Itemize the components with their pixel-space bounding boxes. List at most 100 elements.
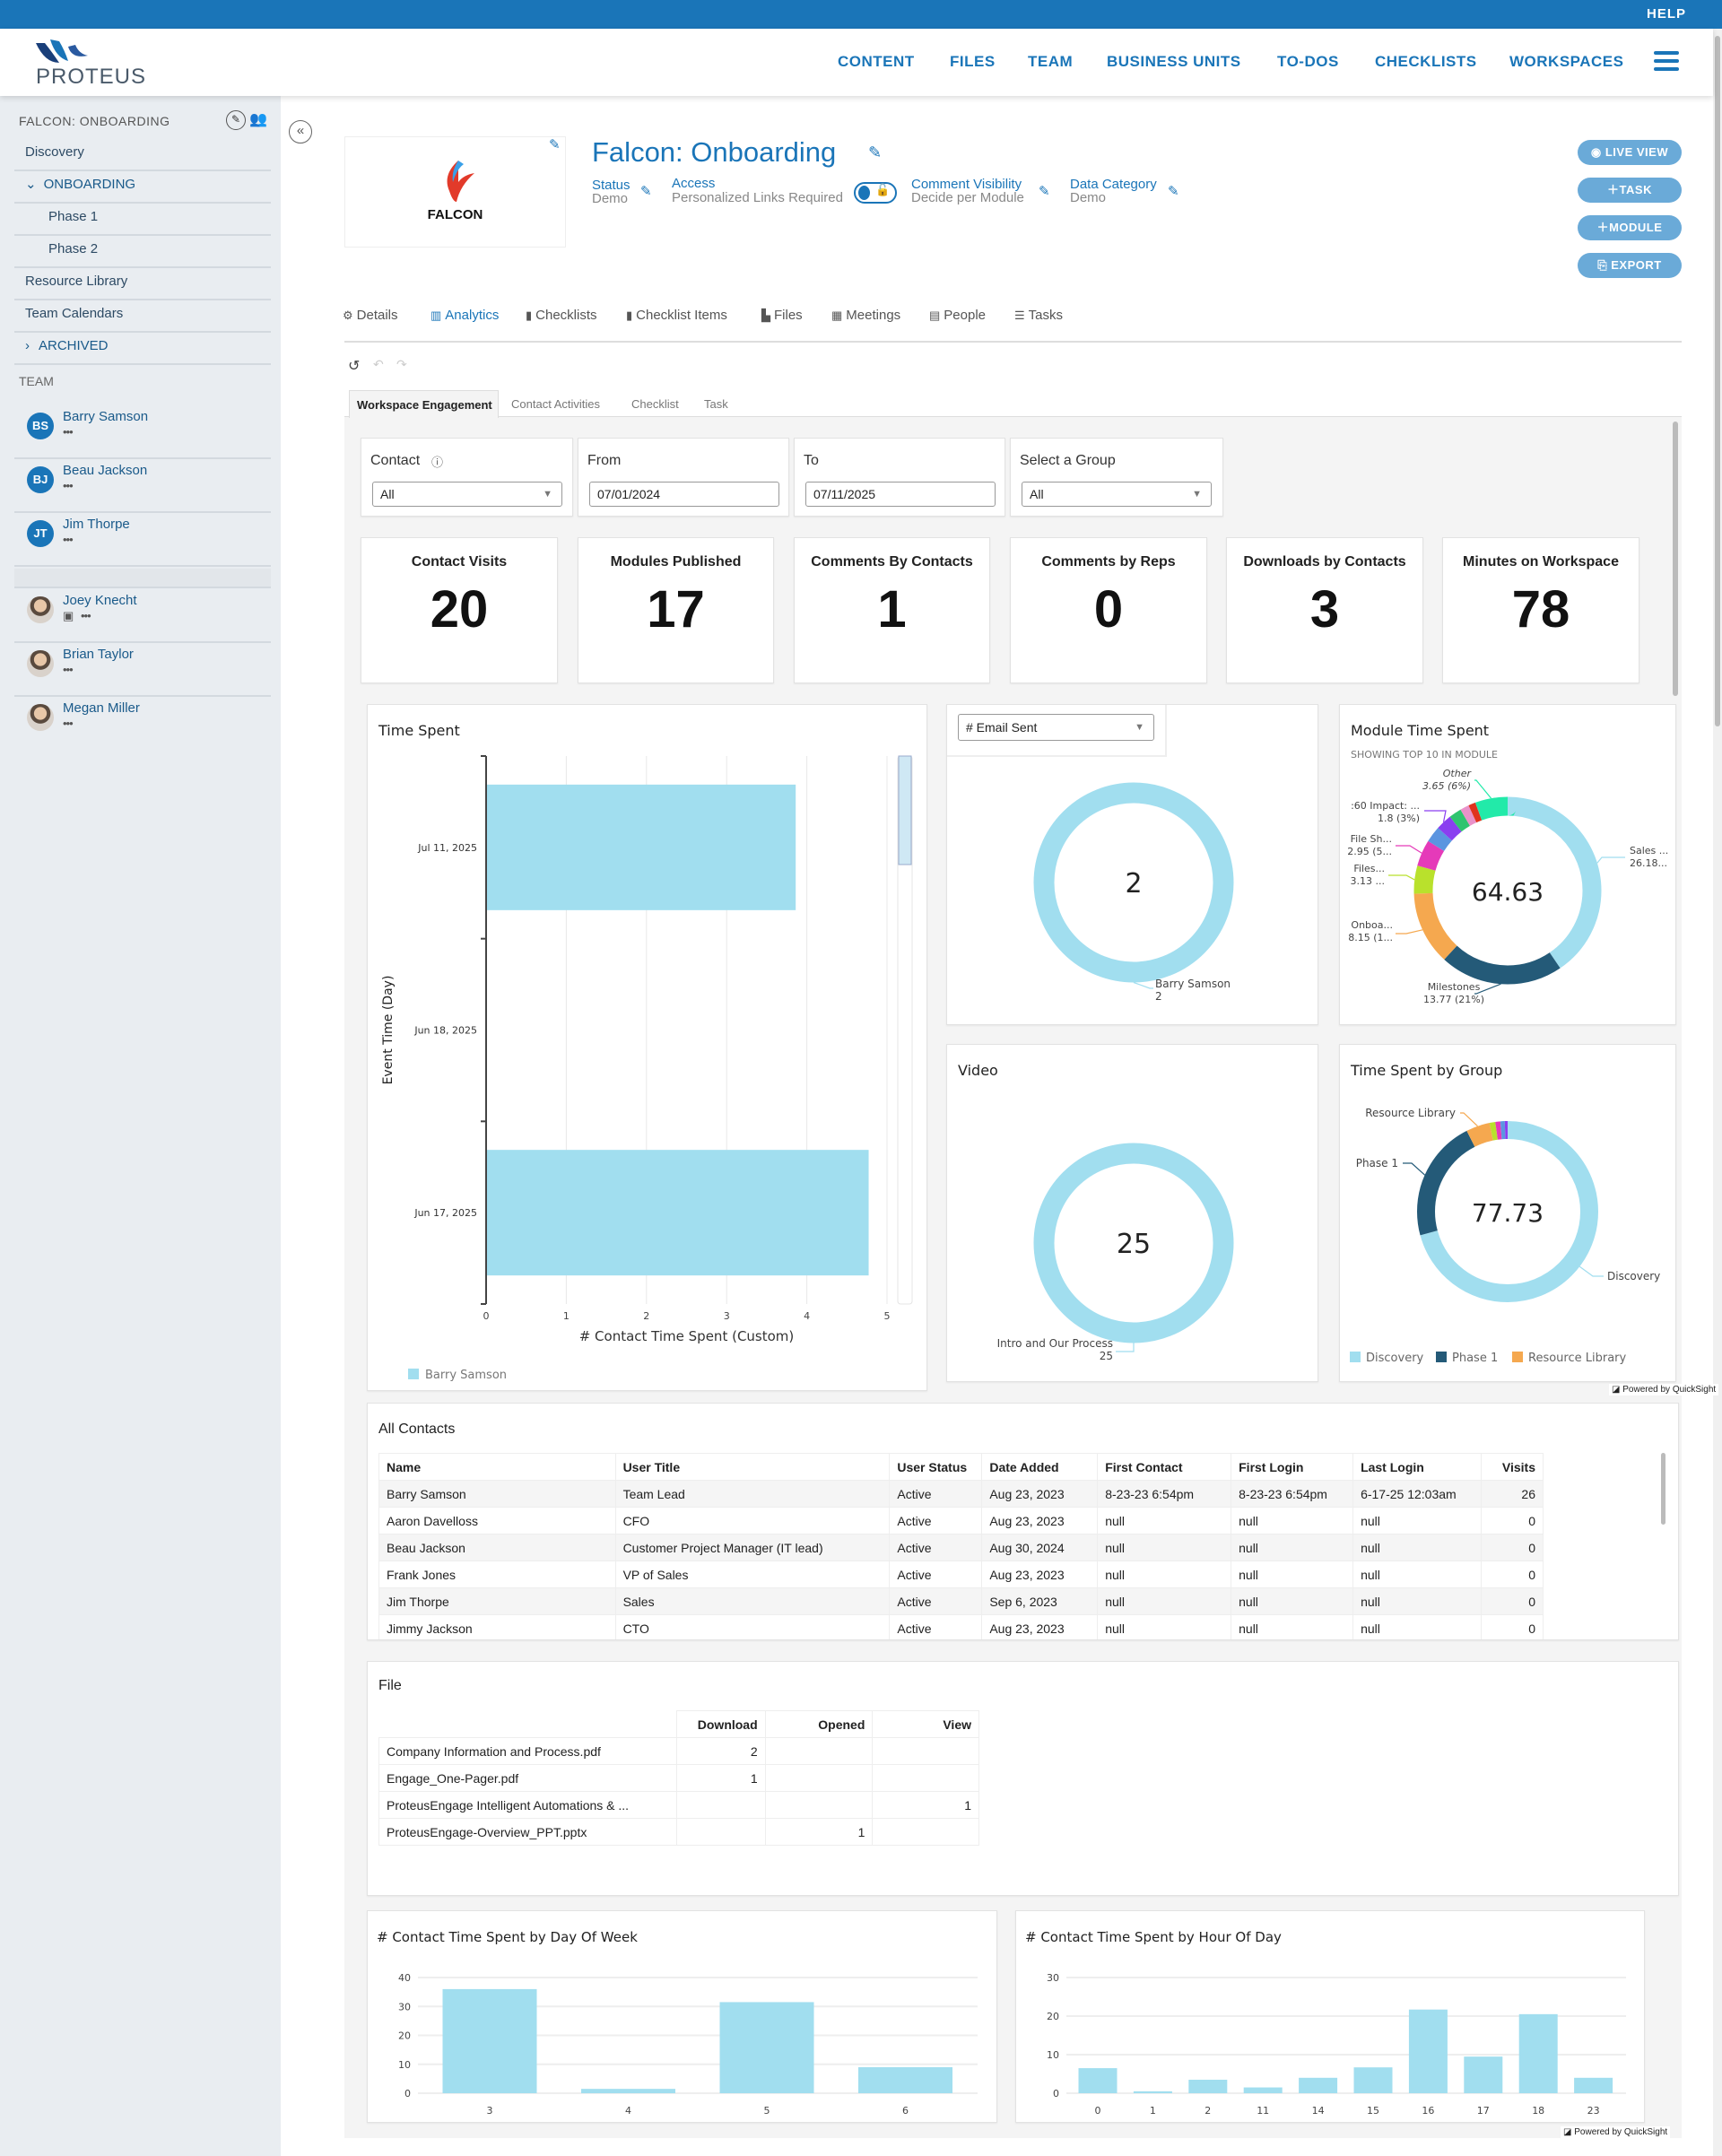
logo[interactable]: PROTEUS [36, 65, 147, 89]
more-icon[interactable]: ••• [63, 479, 74, 492]
edit-title-icon[interactable]: ✎ [868, 143, 883, 161]
edit-logo-icon[interactable]: ✎ [549, 137, 561, 152]
export-button[interactable]: ⎘ EXPORT [1578, 253, 1682, 278]
redo-icon[interactable]: ↷ [396, 357, 407, 371]
calendar-icon[interactable]: ▣ [63, 609, 74, 622]
tab-files[interactable]: ▙ Files [761, 308, 803, 323]
nav-to-dos[interactable]: TO-DOS [1277, 53, 1339, 70]
sidebar-item-team-calendars[interactable]: Team Calendars [14, 300, 271, 333]
add-module-button[interactable]: ＋MODULE [1578, 215, 1682, 240]
column-header[interactable]: User Status [889, 1453, 983, 1481]
team-member-name[interactable]: Jim Thorpe [63, 517, 130, 532]
contact-select[interactable]: All ▼ [372, 482, 562, 507]
team-member-name[interactable]: Joey Knecht [63, 593, 137, 608]
dashboard-scrollbar[interactable] [1673, 422, 1678, 696]
column-header[interactable]: View [872, 1710, 979, 1738]
to-date-input[interactable]: 07/11/2025 [805, 482, 996, 507]
tab-details[interactable]: ⚙ Details [343, 308, 398, 323]
team-member-name[interactable]: Barry Samson [63, 409, 149, 424]
team-member[interactable]: BS Barry Samson ••• [14, 405, 271, 459]
edit-status-icon[interactable]: ✎ [640, 184, 652, 199]
sidebar-item-archived[interactable]: › ARCHIVED [14, 333, 271, 365]
column-header[interactable]: Date Added [981, 1453, 1099, 1481]
nav-team[interactable]: TEAM [1028, 53, 1074, 70]
sidebar-item-onboarding[interactable]: ⌄ ONBOARDING [14, 171, 271, 204]
tab-analytics[interactable]: ▥ Analytics [430, 308, 499, 323]
more-icon[interactable]: ••• [81, 609, 91, 622]
nav-content[interactable]: CONTENT [838, 53, 915, 70]
more-icon[interactable]: ••• [63, 425, 74, 439]
tab-checklist-items[interactable]: ▮ Checklist Items [626, 308, 727, 323]
team-member[interactable]: BJ Beau Jackson ••• [14, 459, 271, 513]
select-value: All [380, 487, 395, 501]
tab-meetings[interactable]: ▦ Meetings [831, 308, 900, 323]
edit-data-category-icon[interactable]: ✎ [1168, 184, 1179, 199]
subtab-task[interactable]: Task [704, 397, 728, 411]
subtab-contact-activities[interactable]: Contact Activities [511, 397, 600, 411]
tab-checklists[interactable]: ▮ Checklists [526, 308, 597, 323]
table-row[interactable]: Beau Jackson Customer Project Manager (IT… [378, 1534, 1544, 1561]
subtab-workspace-engagement[interactable]: Workspace Engagement [349, 390, 499, 418]
chevron-right-icon: › [25, 338, 30, 353]
reset-icon[interactable]: ↺ [348, 359, 361, 374]
table-row[interactable]: Barry Samson Team Lead Active Aug 23, 2023 8… [378, 1480, 1544, 1508]
kpi-minutes-on-workspace: Minutes on Workspace 78 [1442, 537, 1639, 683]
team-member[interactable]: Brian Taylor ••• [14, 643, 271, 697]
nav-workspaces[interactable]: WORKSPACES [1509, 53, 1624, 70]
team-member[interactable]: Joey Knecht ▣ ••• [14, 589, 271, 643]
help-link[interactable]: HELP [1646, 6, 1686, 22]
column-header[interactable]: Visits [1481, 1453, 1544, 1481]
access-toggle[interactable]: 🔓 [854, 182, 897, 204]
column-header[interactable]: Name [378, 1453, 616, 1481]
table-scrollbar[interactable] [1661, 1453, 1665, 1525]
table-row[interactable]: ProteusEngage Intelligent Automations & … [378, 1791, 979, 1819]
table-row[interactable]: Jim Thorpe Sales Active Sep 6, 2023 null null… [378, 1587, 1544, 1615]
subtab-checklist[interactable]: Checklist [631, 397, 679, 411]
column-header[interactable] [379, 1711, 677, 1738]
edit-workspace-icon[interactable]: ✎ [226, 110, 246, 130]
from-date-input[interactable]: 07/01/2024 [589, 482, 779, 507]
team-member-name[interactable]: Megan Miller [63, 700, 140, 716]
hamburger-icon[interactable] [1654, 51, 1679, 71]
page-scrollbar[interactable] [1713, 29, 1722, 2156]
sidebar-item-resource-library[interactable]: Resource Library [14, 268, 271, 300]
tab-tasks[interactable]: ☰ Tasks [1014, 308, 1063, 323]
sidebar-item-phase-2[interactable]: Phase 2 [14, 236, 271, 268]
sidebar-item-discovery[interactable]: Discovery [14, 139, 271, 171]
more-icon[interactable]: ••• [63, 663, 74, 676]
collapse-sidebar-icon[interactable]: « [289, 120, 312, 143]
team-member[interactable]: JT Jim Thorpe ••• [14, 513, 271, 567]
time-spent-by-group-chart: Discovery Phase 1 Resource Library 77.73 Tim… [1350, 1062, 1660, 1365]
nav-checklists[interactable]: CHECKLISTS [1375, 53, 1477, 70]
chart-title: Module Time Spent [1351, 722, 1489, 739]
column-header[interactable]: First Contact [1097, 1453, 1232, 1481]
column-header[interactable]: User Title [614, 1453, 891, 1481]
table-row[interactable]: ProteusEngage-Overview_PPT.pptx 1 [378, 1818, 979, 1846]
team-member-name[interactable]: Beau Jackson [63, 463, 148, 478]
table-row[interactable]: Frank Jones VP of Sales Active Aug 23, 2023… [378, 1560, 1544, 1588]
more-icon[interactable]: ••• [63, 717, 74, 730]
column-header[interactable]: Download [675, 1710, 766, 1738]
live-view-button[interactable]: ◉ LIVE VIEW [1578, 140, 1682, 165]
info-icon[interactable]: ⓘ [431, 456, 444, 469]
edit-comment-visibility-icon[interactable]: ✎ [1039, 184, 1050, 199]
add-task-button[interactable]: ＋TASK [1578, 178, 1682, 203]
team-member-name[interactable]: Brian Taylor [63, 647, 134, 662]
sidebar-item-phase-1[interactable]: Phase 1 [14, 204, 271, 236]
team-member[interactable]: Megan Miller ••• [14, 697, 271, 751]
nav-files[interactable]: FILES [950, 53, 996, 70]
column-header[interactable]: Last Login [1352, 1453, 1482, 1481]
tab-people[interactable]: ▤ People [929, 308, 986, 323]
manage-team-icon[interactable]: 👥 [249, 112, 267, 127]
table-row[interactable]: Engage_One-Pager.pdf 1 [378, 1764, 979, 1792]
column-header[interactable]: First Login [1231, 1453, 1354, 1481]
column-header[interactable]: Opened [764, 1710, 874, 1738]
undo-icon[interactable]: ↶ [373, 357, 384, 371]
table-row[interactable]: Company Information and Process.pdf 2 [378, 1737, 979, 1765]
group-select[interactable]: All ▼ [1022, 482, 1212, 507]
more-icon[interactable]: ••• [63, 533, 74, 546]
nav-business-units[interactable]: BUSINESS UNITS [1107, 53, 1241, 70]
table-row[interactable]: Aaron Davelloss CFO Active Aug 23, 2023 null… [378, 1507, 1544, 1534]
table-row[interactable]: Jimmy Jackson CTO Active Aug 23, 2023 null nu… [378, 1614, 1544, 1639]
metric-select[interactable]: # Email Sent ▼ [958, 714, 1154, 741]
